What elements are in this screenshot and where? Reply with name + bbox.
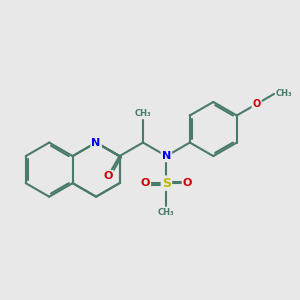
Text: O: O <box>253 99 261 109</box>
Text: CH₃: CH₃ <box>135 109 151 118</box>
Text: N: N <box>92 138 101 148</box>
Text: N: N <box>162 151 171 161</box>
Text: CH₃: CH₃ <box>158 208 175 217</box>
Text: S: S <box>162 177 171 190</box>
Text: CH₃: CH₃ <box>276 89 292 98</box>
Text: O: O <box>183 178 192 188</box>
Text: O: O <box>141 178 150 188</box>
Text: O: O <box>103 171 113 181</box>
